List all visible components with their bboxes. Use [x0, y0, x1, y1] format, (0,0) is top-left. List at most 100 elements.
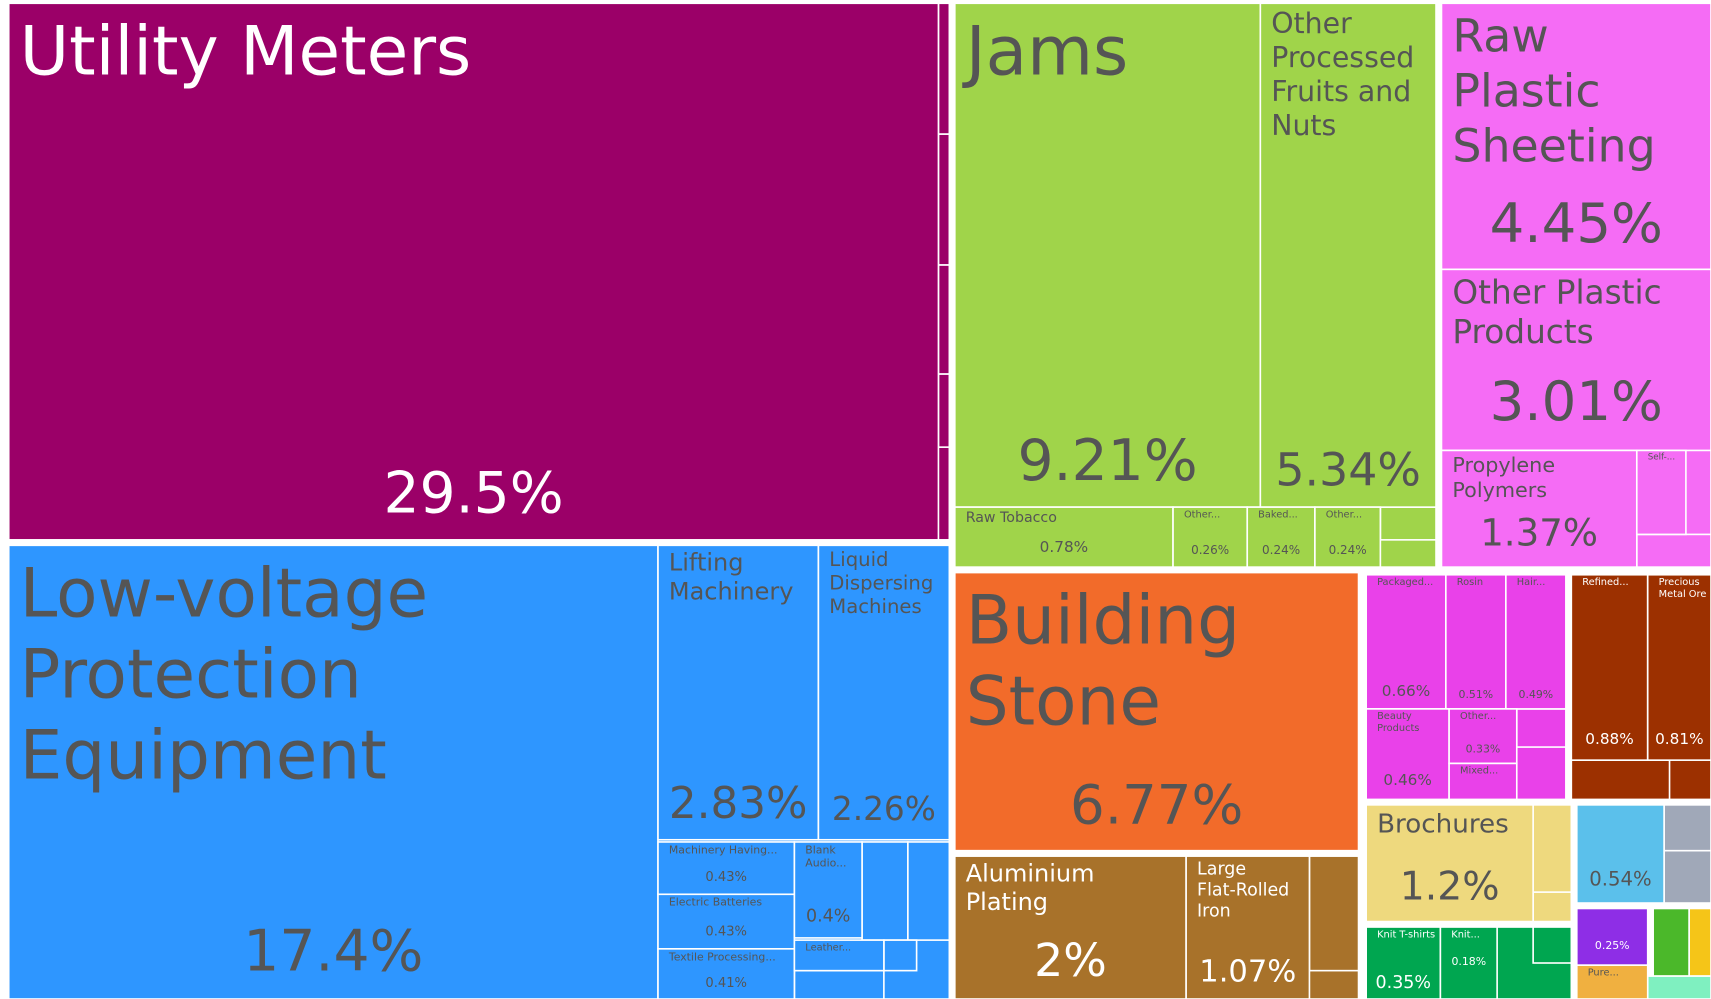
tile-value: 0.46%: [1383, 771, 1432, 789]
tile-label: Large Flat-Rolled Iron: [1197, 859, 1289, 921]
label-line: Liquid: [829, 548, 888, 571]
tile: [1448, 708, 1518, 765]
label-line: Stone: [966, 662, 1161, 741]
group: [907, 841, 951, 941]
label-line: Products: [1377, 723, 1419, 734]
tile: [1172, 506, 1249, 568]
tile: [1505, 573, 1567, 710]
group: [1515, 708, 1567, 748]
tile: [1259, 2, 1437, 508]
tile: [1365, 804, 1534, 923]
tile-value: 0.43%: [705, 870, 747, 885]
tile-label: Other...: [1326, 509, 1362, 520]
tile: [7, 2, 940, 541]
tile-value: 1.37%: [1480, 511, 1598, 554]
tile: [1440, 449, 1638, 568]
tile-label: Low-voltage Protection Equipment: [20, 553, 429, 794]
group: [1570, 759, 1671, 801]
group: [937, 133, 951, 266]
label-line: Metal Ore: [1659, 589, 1707, 600]
tile-value: 6.77%: [1070, 772, 1243, 836]
tile-label: Precious Metal Ore: [1659, 577, 1707, 600]
tile-label: Raw Plastic Sheeting: [1452, 8, 1655, 172]
label-line: Blank: [805, 843, 836, 856]
tile-value: 1.2%: [1400, 865, 1500, 910]
tile-value: 0.25%: [1595, 939, 1630, 952]
tile-value: 0.24%: [1329, 543, 1367, 557]
tile-value: 0.66%: [1382, 682, 1431, 700]
tile: [1314, 506, 1382, 568]
group: [1652, 907, 1690, 977]
tile-value: 4.45%: [1490, 191, 1663, 255]
tile-label: Self-...: [1648, 453, 1675, 463]
tile-value: 0.33%: [1466, 743, 1501, 756]
tile: [953, 2, 1262, 508]
tile-value: 0.81%: [1655, 730, 1704, 748]
tile-label: Refined...: [1582, 577, 1628, 588]
tile-value: 0.41%: [705, 976, 747, 991]
tile: [1439, 926, 1498, 999]
label-line: Fruits and: [1271, 75, 1411, 108]
group: [937, 2, 951, 135]
tile-label: Mixed...: [1460, 766, 1498, 777]
label-line: Flat-Rolled: [1197, 880, 1289, 900]
tile-value: 2%: [1034, 933, 1107, 987]
tile-label: Leather...: [805, 942, 851, 953]
label-line: Equipment: [20, 716, 387, 795]
tile-value: 0.54%: [1589, 868, 1651, 891]
tile-value: 0.88%: [1585, 730, 1634, 748]
tile-value: 0.49%: [1519, 688, 1554, 701]
tile-label: Electric Batteries: [669, 896, 762, 909]
tile: [1440, 2, 1711, 271]
tile-value: 0.35%: [1376, 973, 1431, 993]
tile-label: Rosin: [1457, 577, 1483, 588]
label-line: Machinery: [669, 577, 794, 605]
group: [1663, 849, 1711, 904]
tile-label: Packaged...: [1377, 577, 1433, 588]
group: [1532, 891, 1573, 923]
tile-label: Knit...: [1451, 929, 1480, 940]
label-line: Other Plastic: [1452, 274, 1661, 312]
group: [1308, 855, 1360, 972]
tile: [657, 893, 796, 950]
tile-label: Liquid Dispersing Machines: [829, 548, 933, 618]
tile: [793, 841, 863, 939]
tile-value: 0.51%: [1459, 688, 1494, 701]
tile-label: Other...: [1460, 711, 1496, 722]
group: [1379, 506, 1437, 541]
tile-label: Utility Meters: [20, 11, 472, 90]
tile: [953, 506, 1174, 568]
label-line: Protection: [20, 634, 362, 713]
tile-value: 3.01%: [1490, 369, 1663, 433]
tile: [1365, 926, 1442, 999]
tile-value: 9.21%: [1017, 428, 1197, 494]
tile: [1570, 573, 1649, 761]
tile-value: 0.4%: [806, 907, 850, 927]
tiles: Utility Meters 29.5% Low-voltage Protection…: [7, 2, 1711, 999]
group: [1635, 533, 1711, 568]
tile-label: Building Stone: [966, 581, 1240, 741]
tile-label: Brochures: [1377, 809, 1509, 839]
tile: [657, 948, 796, 999]
label-line: Raw: [1452, 8, 1548, 62]
label-line: Building: [966, 581, 1240, 660]
tile-label: Textile Processing...: [668, 950, 776, 963]
label-line: Precious: [1659, 577, 1700, 588]
label-line: Polymers: [1452, 478, 1547, 502]
group: [793, 969, 885, 999]
tile-value: 0.18%: [1451, 955, 1486, 968]
label-line: Sheeting: [1452, 118, 1655, 172]
tile-label: Blank Audio...: [805, 843, 846, 869]
label-line: Iron: [1197, 901, 1231, 921]
tile-label: Knit T-shirts: [1377, 929, 1435, 940]
tile-label: Raw Tobacco: [966, 510, 1057, 526]
group: [1646, 975, 1711, 999]
tile-value: 0.26%: [1191, 543, 1229, 557]
tile-label: Baked...: [1258, 509, 1298, 520]
label-line: Large: [1197, 859, 1246, 879]
tile-label: Lifting Machinery: [669, 549, 794, 606]
tile-value: 0.43%: [705, 925, 747, 940]
tile-value: 2.26%: [832, 790, 936, 828]
tile-label: Propylene Polymers: [1452, 453, 1555, 502]
